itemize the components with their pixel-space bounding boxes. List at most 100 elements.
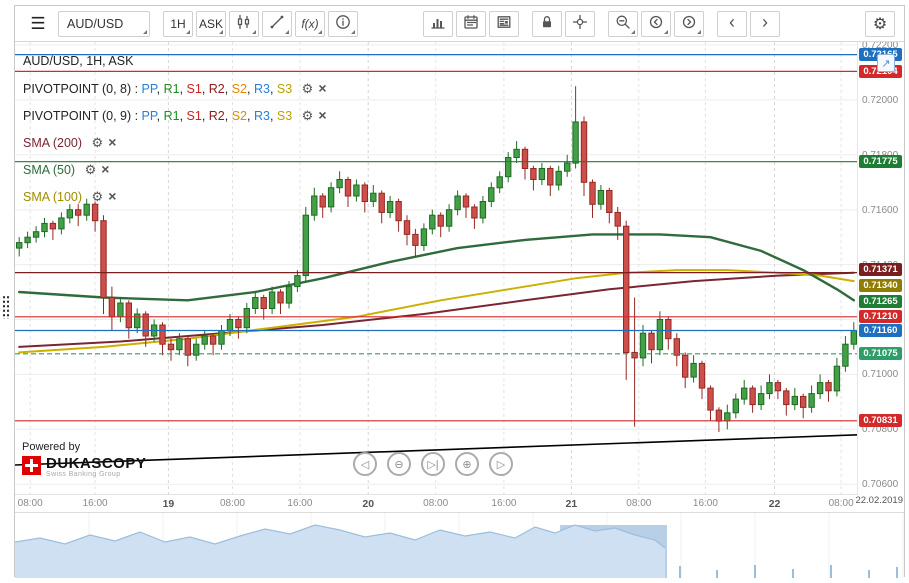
- time-tick-label: 16:00: [491, 498, 517, 509]
- histogram-icon: [430, 14, 446, 33]
- zoom-forward-button[interactable]: [674, 10, 704, 37]
- pivot-level-label: R1: [163, 109, 180, 123]
- gear-icon: ⚙: [872, 15, 888, 33]
- price-tick-label: 0.70800: [862, 424, 899, 436]
- price-tick-label: 0.71600: [862, 204, 899, 216]
- last-date-label: 22.02.2019: [855, 495, 903, 506]
- time-tick-label: 08:00: [17, 498, 43, 509]
- price-level-badge: 0.71371: [859, 263, 902, 277]
- indicator-close-icon[interactable]: ×: [108, 188, 117, 204]
- trendline-tool-icon: [269, 14, 285, 33]
- chart-type-button[interactable]: [229, 10, 259, 37]
- panel-drag-handle[interactable]: [2, 295, 10, 319]
- indicator-close-icon[interactable]: ×: [108, 134, 117, 150]
- symbol-select[interactable]: AUD/USD: [58, 10, 150, 37]
- price-level-badge: 0.71340: [859, 278, 902, 292]
- legend-row: SMA (200) ⚙ ×: [23, 131, 327, 158]
- time-tick-label: 16:00: [692, 498, 718, 509]
- scroll-right-button[interactable]: ›: [750, 10, 780, 37]
- price-level-badge: 0.71210: [859, 310, 902, 324]
- chart-navigator-scrollbar[interactable]: [14, 512, 904, 578]
- price-level-badge: 0.71160: [859, 323, 902, 337]
- news-icon: [496, 14, 512, 33]
- crosshair-icon: [572, 14, 588, 33]
- chevron-right-icon: ›: [762, 11, 768, 32]
- brand-tagline: Swiss Banking Group: [46, 471, 121, 478]
- indicator-settings-icon[interactable]: ⚙: [84, 162, 97, 177]
- indicator-settings-icon[interactable]: ⚙: [301, 108, 314, 123]
- navigator-overview: [14, 513, 904, 578]
- candlestick-icon: [236, 14, 252, 33]
- time-tick-label: 08:00: [219, 498, 245, 509]
- play-button[interactable]: ▷: [489, 452, 513, 476]
- pivot-level-label: S2: [231, 82, 247, 96]
- fx-icon: f(x): [301, 16, 319, 31]
- price-side-select[interactable]: ASK: [196, 10, 226, 37]
- indicator-name: SMA (50): [23, 163, 76, 177]
- price-axis[interactable]: ↗ 0.722000.720000.718000.716000.714000.7…: [857, 40, 904, 494]
- info-button[interactable]: [328, 10, 358, 37]
- swiss-flag-icon: [22, 456, 41, 475]
- indicator-name: SMA (200): [23, 136, 83, 150]
- time-tick-label: 22: [768, 498, 781, 510]
- timeframe-select[interactable]: 1H: [163, 10, 193, 37]
- indicator-name: PIVOTPOINT (0, 9): [23, 109, 132, 123]
- zoom-back-button[interactable]: [641, 10, 671, 37]
- pivot-level-label: S1: [186, 109, 202, 123]
- price-level-badge: 0.71075: [859, 347, 902, 361]
- chevron-left-icon: ‹: [729, 11, 735, 32]
- step-back-button[interactable]: ◁: [353, 452, 377, 476]
- pivot-level-label: PP: [141, 109, 157, 123]
- circle-arrow-right-icon: [681, 14, 697, 33]
- chart-plot-area[interactable]: AUD/USD, 1H, ASK PIVOTPOINT (0, 8) : PP,…: [15, 42, 858, 494]
- playback-zoom-in-button[interactable]: ⊕: [455, 452, 479, 476]
- settings-button[interactable]: ⚙: [865, 10, 895, 37]
- indicator-settings-icon[interactable]: ⚙: [91, 189, 104, 204]
- calendar-icon: [463, 14, 479, 33]
- zoom-out-button[interactable]: [608, 10, 638, 37]
- time-tick-label: 20: [362, 498, 375, 510]
- price-side-label: ASK: [198, 16, 223, 31]
- price-level-badge: 0.71265: [859, 295, 902, 309]
- chart-widget: ☰ AUD/USD 1H ASK f(x) ‹ › ⚙ AUD/USD, 1H,…: [14, 5, 905, 578]
- volume-histogram-button[interactable]: [423, 10, 453, 37]
- price-tick-label: 0.72200: [862, 40, 899, 51]
- time-tick-label: 08:00: [423, 498, 449, 509]
- crosshair-button[interactable]: [565, 10, 595, 37]
- time-tick-label: 08:00: [828, 498, 854, 509]
- price-tick-label: 0.70600: [862, 479, 899, 491]
- powered-by-block: Powered by DUKASCOPY Swiss Banking Group: [22, 441, 146, 478]
- legend-row: SMA (50) ⚙ ×: [23, 158, 327, 185]
- chart-title: AUD/USD, 1H, ASK: [23, 54, 134, 68]
- price-level-badge: 0.70831: [859, 414, 902, 428]
- skip-to-end-button[interactable]: ▷|: [421, 452, 445, 476]
- timeframe-label: 1H: [170, 16, 186, 31]
- info-icon: [335, 14, 351, 33]
- time-axis[interactable]: 08:00 16:00 19 08:00 16:00 20 08:00 16:00 21 08:0…: [15, 494, 858, 513]
- symbol-label: AUD/USD: [67, 16, 124, 31]
- indicator-settings-icon[interactable]: ⚙: [301, 81, 314, 96]
- indicator-close-icon[interactable]: ×: [318, 107, 327, 123]
- menu-button[interactable]: ☰: [21, 10, 55, 37]
- expand-chart-button[interactable]: ↗: [877, 54, 895, 72]
- indicator-close-icon[interactable]: ×: [101, 161, 110, 177]
- scroll-left-button[interactable]: ‹: [717, 10, 747, 37]
- indicators-button[interactable]: f(x): [295, 10, 325, 37]
- indicator-settings-icon[interactable]: ⚙: [91, 135, 104, 150]
- brand-name: DUKASCOPY: [46, 455, 147, 472]
- playback-controls: ◁ ⊖ ▷| ⊕ ▷: [353, 452, 513, 476]
- lock-icon: [539, 14, 555, 33]
- indicator-close-icon[interactable]: ×: [318, 80, 327, 96]
- candlestick-chart: [15, 42, 858, 494]
- lock-button[interactable]: [532, 10, 562, 37]
- pivot-level-label: PP: [141, 82, 157, 96]
- calendar-button[interactable]: [456, 10, 486, 37]
- news-button[interactable]: [489, 10, 519, 37]
- playback-zoom-out-button[interactable]: ⊖: [387, 452, 411, 476]
- price-level-badge: 0.71775: [859, 155, 902, 169]
- pivot-level-label: S3: [276, 82, 293, 96]
- price-tick-label: 0.72000: [862, 94, 899, 106]
- pivot-level-label: S3: [276, 109, 293, 123]
- pivot-level-label: S2: [231, 109, 247, 123]
- draw-tools-button[interactable]: [262, 10, 292, 37]
